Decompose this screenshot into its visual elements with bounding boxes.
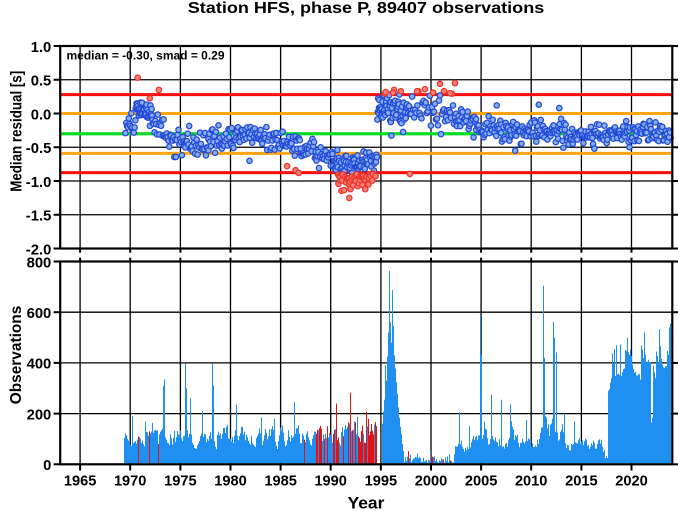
svg-text:1985: 1985: [264, 473, 297, 490]
svg-text:2000: 2000: [415, 473, 448, 490]
svg-text:-1.0: -1.0: [26, 175, 52, 191]
svg-text:2010: 2010: [515, 473, 548, 490]
svg-text:-1.5: -1.5: [26, 209, 52, 225]
svg-text:1995: 1995: [365, 473, 398, 490]
svg-text:1965: 1965: [64, 473, 97, 490]
svg-text:2015: 2015: [565, 473, 598, 490]
svg-text:400: 400: [27, 357, 52, 373]
svg-text:200: 200: [27, 407, 52, 423]
svg-text:2005: 2005: [465, 473, 498, 490]
svg-text:2020: 2020: [615, 473, 648, 490]
svg-text:-0.5: -0.5: [26, 141, 52, 157]
svg-text:Observations: Observations: [8, 306, 25, 405]
svg-text:Median residual [s]: Median residual [s]: [9, 71, 26, 192]
svg-text:Station HFS, phase P, 89407 ob: Station HFS, phase P, 89407 observations: [188, 0, 545, 17]
svg-text:1980: 1980: [214, 473, 247, 490]
svg-text:0.5: 0.5: [31, 74, 52, 90]
svg-text:1970: 1970: [114, 473, 147, 490]
svg-text:1975: 1975: [164, 473, 197, 490]
svg-text:1990: 1990: [314, 473, 347, 490]
svg-text:median = -0.30, smad = 0.29: median = -0.30, smad = 0.29: [67, 49, 225, 63]
svg-text:0: 0: [43, 458, 51, 474]
svg-text:1.0: 1.0: [31, 40, 52, 56]
svg-text:-2.0: -2.0: [26, 242, 52, 258]
svg-text:600: 600: [27, 306, 52, 322]
svg-text:Year: Year: [348, 495, 385, 511]
svg-text:0.0: 0.0: [31, 107, 52, 123]
svg-text:800: 800: [27, 255, 52, 271]
